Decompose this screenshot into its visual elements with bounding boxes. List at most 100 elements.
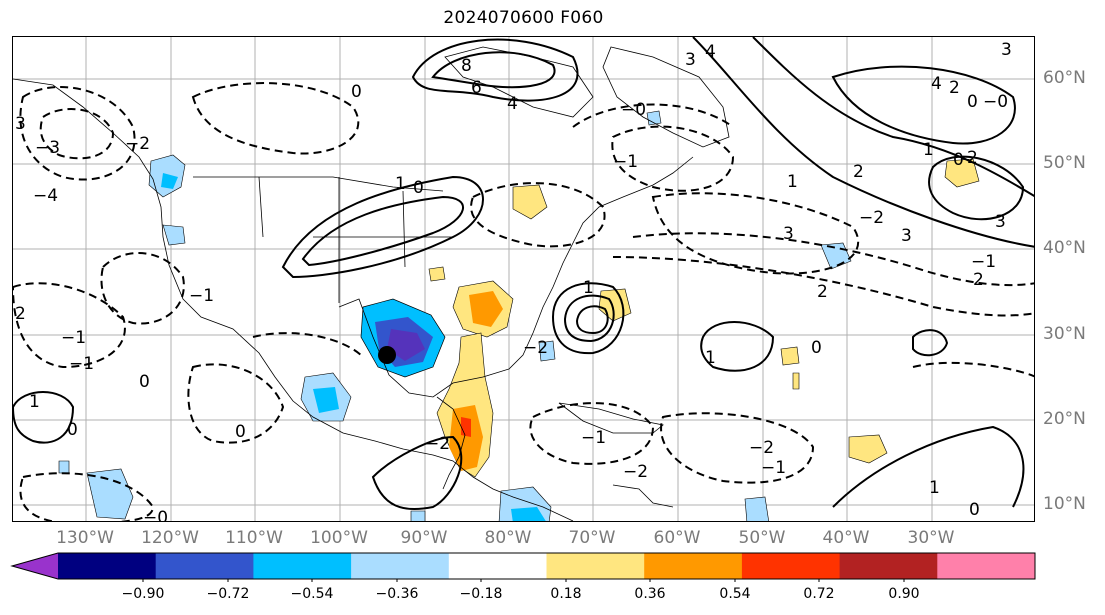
- colorbar-tick-label: 0.72: [803, 586, 835, 602]
- anomaly-fill-positive: [461, 417, 471, 437]
- anomaly-fill-negative: [538, 340, 556, 362]
- anomaly-fill-negative: [161, 173, 178, 189]
- contour-label: 3: [685, 50, 696, 70]
- contour-label: 0: [811, 338, 822, 358]
- anomaly-fill-negative: [744, 496, 769, 521]
- contour-label: 0: [969, 500, 980, 520]
- latitude-label: 10°N: [1043, 494, 1086, 514]
- contour-label: 0: [967, 92, 978, 112]
- anomaly-fill-positive: [780, 346, 800, 366]
- anomaly-fill-positive: [944, 158, 980, 188]
- contour-label: −1: [613, 152, 638, 172]
- contour-label: −1: [69, 354, 94, 374]
- contour-label: 1: [395, 174, 406, 194]
- anomaly-fill-negative: [162, 224, 186, 246]
- colorbar-segment: [741, 553, 841, 579]
- contour-label: 2: [973, 270, 984, 290]
- anomaly-fill-negative: [646, 110, 662, 126]
- contour-label: 1: [923, 140, 934, 160]
- longitude-label: 40°W: [822, 528, 870, 548]
- contour-label: 2: [967, 148, 978, 168]
- contour-label: −4: [33, 186, 58, 206]
- colorbar-tick-label: 0.36: [634, 586, 666, 602]
- longitude-label: 100°W: [310, 528, 368, 548]
- colorbar-segment: [448, 553, 547, 579]
- longitude-label: 120°W: [141, 528, 199, 548]
- contour-label: 3: [995, 212, 1006, 232]
- shaded-anomalies: [58, 110, 980, 521]
- contour-label: 2: [949, 78, 960, 98]
- colorbar-tick-label: −0.18: [459, 586, 503, 602]
- map-panel: 8 6 4 4 3 3 4 2 0 −0 1 0 2 3 1 3 2 −1 2 …: [12, 36, 1035, 522]
- contour-label: 0: [351, 82, 362, 102]
- latitude-label: 30°N: [1043, 324, 1086, 344]
- longitude-label: 90°W: [400, 528, 448, 548]
- plot-title: 2024070600 F060: [443, 8, 604, 28]
- longitude-label: 110°W: [225, 528, 283, 548]
- latitude-label: 50°N: [1043, 153, 1086, 173]
- colorbar: [10, 552, 1036, 582]
- anomaly-fill-positive: [469, 291, 503, 327]
- anomaly-fill-positive: [428, 266, 446, 282]
- contour-label: 1: [705, 348, 716, 368]
- colorbar-extend-low: [12, 553, 58, 579]
- contour-label: 3: [1001, 40, 1012, 60]
- anomaly-fill-negative: [313, 387, 339, 413]
- longitude-label: 80°W: [484, 528, 532, 548]
- contour-label: −1: [581, 428, 606, 448]
- contour-label: −2: [125, 134, 150, 154]
- contour-label: 1: [787, 172, 798, 192]
- contour-label: 3: [783, 224, 794, 244]
- contour-label: 4: [705, 42, 716, 62]
- colorbar-segment: [58, 553, 157, 579]
- contour-label: −1: [971, 252, 996, 272]
- anomaly-fill-positive: [512, 184, 548, 220]
- colorbar-segment: [839, 553, 938, 579]
- contour-label: −2: [623, 462, 648, 482]
- contour-label: 2: [817, 282, 828, 302]
- contour-label: −2: [859, 208, 884, 228]
- colorbar-tick-label: 0.54: [719, 586, 751, 602]
- anomaly-fill-positive: [792, 372, 800, 390]
- contour-label: 0: [67, 420, 78, 440]
- colorbar-tick-label: −0.90: [121, 586, 165, 602]
- contour-label: 3: [901, 226, 912, 246]
- contour-label: 0: [413, 178, 424, 198]
- contour-label: 3: [15, 114, 26, 134]
- colorbar-segment: [644, 553, 743, 579]
- contour-label: 2: [853, 162, 864, 182]
- map-canvas: 8 6 4 4 3 3 4 2 0 −0 1 0 2 3 1 3 2 −1 2 …: [13, 37, 1034, 522]
- coastlines: [13, 46, 730, 521]
- longitude-label: 30°W: [907, 528, 955, 548]
- contour-label: 2: [15, 304, 26, 324]
- colorbar-segment: [546, 553, 645, 579]
- contour-label: 1: [583, 278, 594, 298]
- anomaly-fill-positive: [848, 434, 888, 464]
- longitude-label: 50°W: [738, 528, 786, 548]
- colorbar-tick-label: −0.36: [375, 586, 419, 602]
- colorbar-tick-label: −0.72: [206, 586, 250, 602]
- latitude-label: 40°N: [1043, 238, 1086, 258]
- latitude-label: 60°N: [1043, 68, 1086, 88]
- colorbar-ticks: [142, 579, 905, 582]
- contour-label: −0: [143, 508, 168, 522]
- latitude-label: 20°N: [1043, 409, 1086, 429]
- contour-label: 0: [139, 372, 150, 392]
- contours-negative: [13, 82, 1034, 521]
- contour-label: 1: [929, 478, 940, 498]
- contour-label: −3: [35, 138, 60, 158]
- contour-label: −2: [749, 438, 774, 458]
- longitude-label: 60°W: [653, 528, 701, 548]
- colorbar-tick-label: −0.54: [290, 586, 334, 602]
- contour-label: −0: [983, 92, 1008, 112]
- contour-label: −1: [61, 328, 86, 348]
- anomaly-fill-negative: [86, 468, 134, 520]
- contour-label: 0: [235, 422, 246, 442]
- contour-label: 8: [461, 56, 472, 76]
- colorbar-outline: [10, 552, 1036, 580]
- colorbar-segment: [351, 553, 450, 579]
- anomaly-fill-positive: [598, 288, 632, 322]
- longitude-label: 70°W: [568, 528, 616, 548]
- anomaly-fill-negative: [387, 329, 425, 361]
- contour-labels: 8 6 4 4 3 3 4 2 0 −0 1 0 2 3 1 3 2 −1 2 …: [15, 40, 1012, 522]
